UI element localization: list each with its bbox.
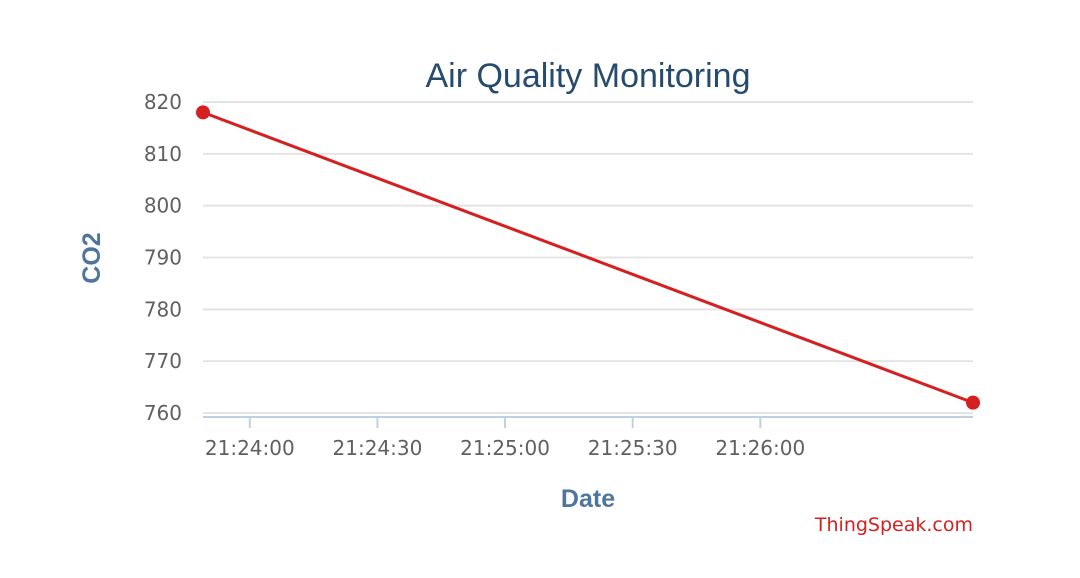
series-co2 bbox=[196, 105, 980, 410]
x-tick-label: 21:26:00 bbox=[715, 436, 805, 460]
x-tick-label: 21:25:30 bbox=[588, 436, 678, 460]
x-tick-label: 21:24:30 bbox=[333, 436, 423, 460]
y-axis-ticks: 760 770 780 790 800 810 820 bbox=[144, 90, 182, 425]
x-axis-ticks: 21:24:00 21:24:30 21:25:00 21:25:30 21:26:00 bbox=[205, 417, 805, 460]
grid-lines bbox=[203, 101, 973, 414]
y-tick-label: 760 bbox=[144, 401, 182, 425]
thingspeak-credit-link[interactable]: ThingSpeak.com bbox=[814, 514, 973, 536]
x-axis-title: Date bbox=[561, 485, 615, 513]
x-tick-label: 21:25:00 bbox=[460, 436, 550, 460]
series-line bbox=[202, 110, 974, 405]
data-point[interactable] bbox=[966, 395, 980, 410]
y-tick-label: 810 bbox=[144, 142, 182, 166]
y-tick-label: 800 bbox=[144, 194, 182, 218]
y-tick-label: 770 bbox=[144, 349, 182, 373]
data-point[interactable] bbox=[196, 105, 210, 120]
y-tick-label: 790 bbox=[144, 246, 182, 270]
chart-title: Air Quality Monitoring bbox=[425, 57, 750, 95]
y-tick-label: 820 bbox=[144, 90, 182, 114]
x-tick-label: 21:24:00 bbox=[205, 436, 295, 460]
y-axis-title: CO2 bbox=[78, 232, 106, 283]
y-tick-label: 780 bbox=[144, 297, 182, 321]
